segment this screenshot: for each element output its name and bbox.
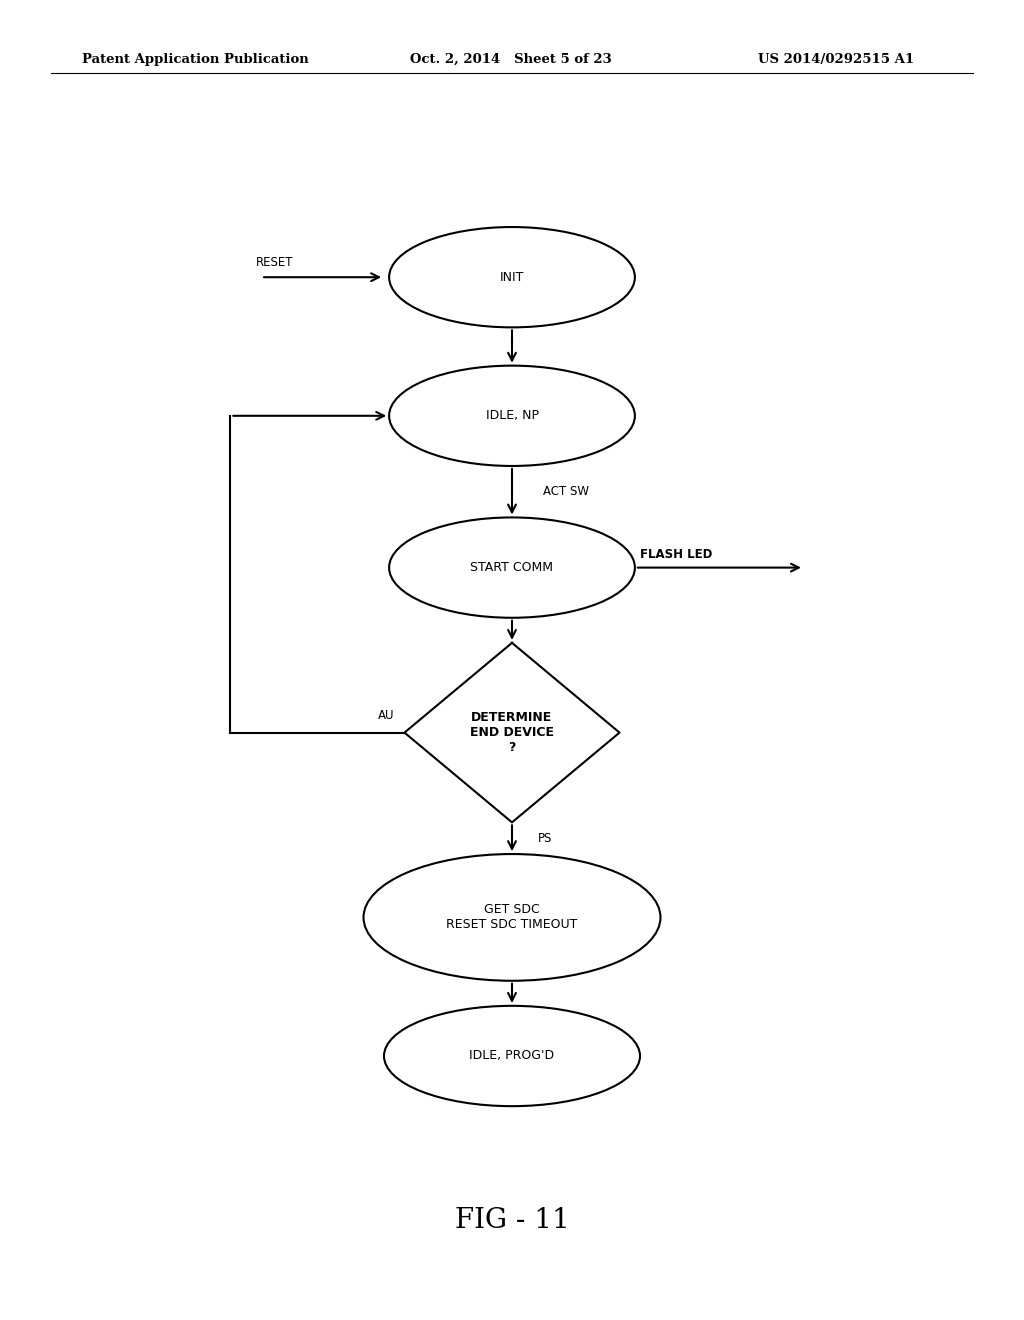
Text: US 2014/0292515 A1: US 2014/0292515 A1 [758, 53, 913, 66]
Text: Oct. 2, 2014   Sheet 5 of 23: Oct. 2, 2014 Sheet 5 of 23 [410, 53, 611, 66]
Text: IDLE, NP: IDLE, NP [485, 409, 539, 422]
Text: IDLE, PROG'D: IDLE, PROG'D [469, 1049, 555, 1063]
Text: INIT: INIT [500, 271, 524, 284]
Text: DETERMINE
END DEVICE
?: DETERMINE END DEVICE ? [470, 711, 554, 754]
Text: RESET: RESET [256, 256, 294, 269]
Text: AU: AU [378, 709, 394, 722]
Text: START COMM: START COMM [470, 561, 554, 574]
Text: Patent Application Publication: Patent Application Publication [82, 53, 308, 66]
Text: FIG - 11: FIG - 11 [455, 1208, 569, 1234]
Text: FLASH LED: FLASH LED [640, 548, 713, 561]
Text: GET SDC
RESET SDC TIMEOUT: GET SDC RESET SDC TIMEOUT [446, 903, 578, 932]
Text: PS: PS [538, 832, 552, 845]
Text: ACT SW: ACT SW [543, 486, 589, 498]
